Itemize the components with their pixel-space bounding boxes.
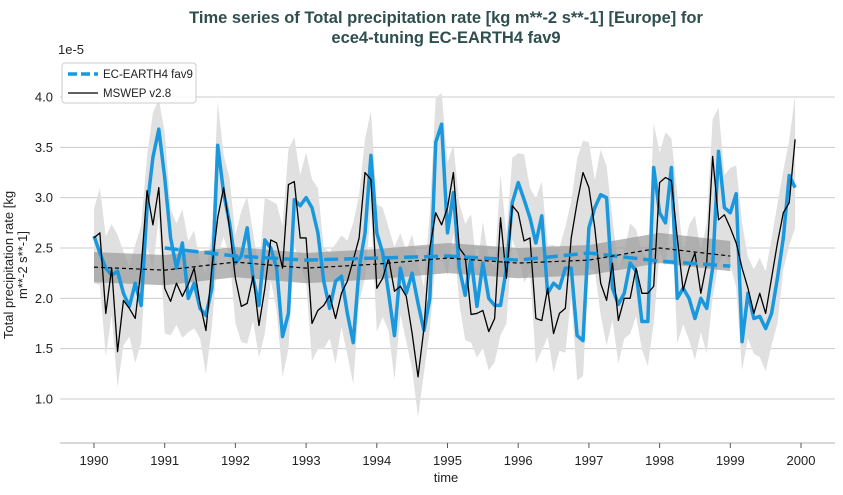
y-axis-label-line1: Total precipitation rate [kg [1,191,16,339]
x-tick-label: 1999 [716,453,745,468]
x-tick-label: 1996 [504,453,533,468]
legend-label-mswep: MSWEP v2.8 [103,88,171,100]
y-tick-label: 3.5 [35,140,53,155]
x-axis-label: time [434,470,459,485]
trend-line-ec-earth [164,246,731,268]
series-line-ec-earth [92,122,797,345]
y-tick-label: 1.5 [35,341,53,356]
series-line-mswep [93,139,796,378]
x-tick-label: 1997 [574,453,603,468]
x-tick-label: 1998 [645,453,674,468]
y-tick-label: 2.0 [35,291,53,306]
x-tick-label: 2000 [787,453,816,468]
y-tick-label: 1.0 [35,392,53,407]
y-exponent-label: 1e-5 [58,42,84,57]
x-tick-label: 1993 [292,453,321,468]
chart-title-line1: Time series of Total precipitation rate … [189,9,703,27]
legend: EC-EARTH4 fav9 MSWEP v2.8 [61,62,197,104]
trend-line-mswep [93,247,731,271]
y-axis-label-line2: m**-2 s**-1] [15,231,30,299]
y-tick-label: 2.5 [35,240,53,255]
x-tick-label: 1990 [80,453,109,468]
x-tick-label: 1992 [221,453,250,468]
x-tick-label: 1994 [362,453,391,468]
legend-label-ec-earth: EC-EARTH4 fav9 [103,69,193,81]
y-tick-label: 3.0 [35,190,53,205]
x-tick-label: 1991 [150,453,179,468]
y-tick-label: 4.0 [35,89,53,104]
x-tick-label: 1995 [433,453,462,468]
chart-title-line2: ece4-tuning EC-EARTH4 fav9 [331,29,560,47]
